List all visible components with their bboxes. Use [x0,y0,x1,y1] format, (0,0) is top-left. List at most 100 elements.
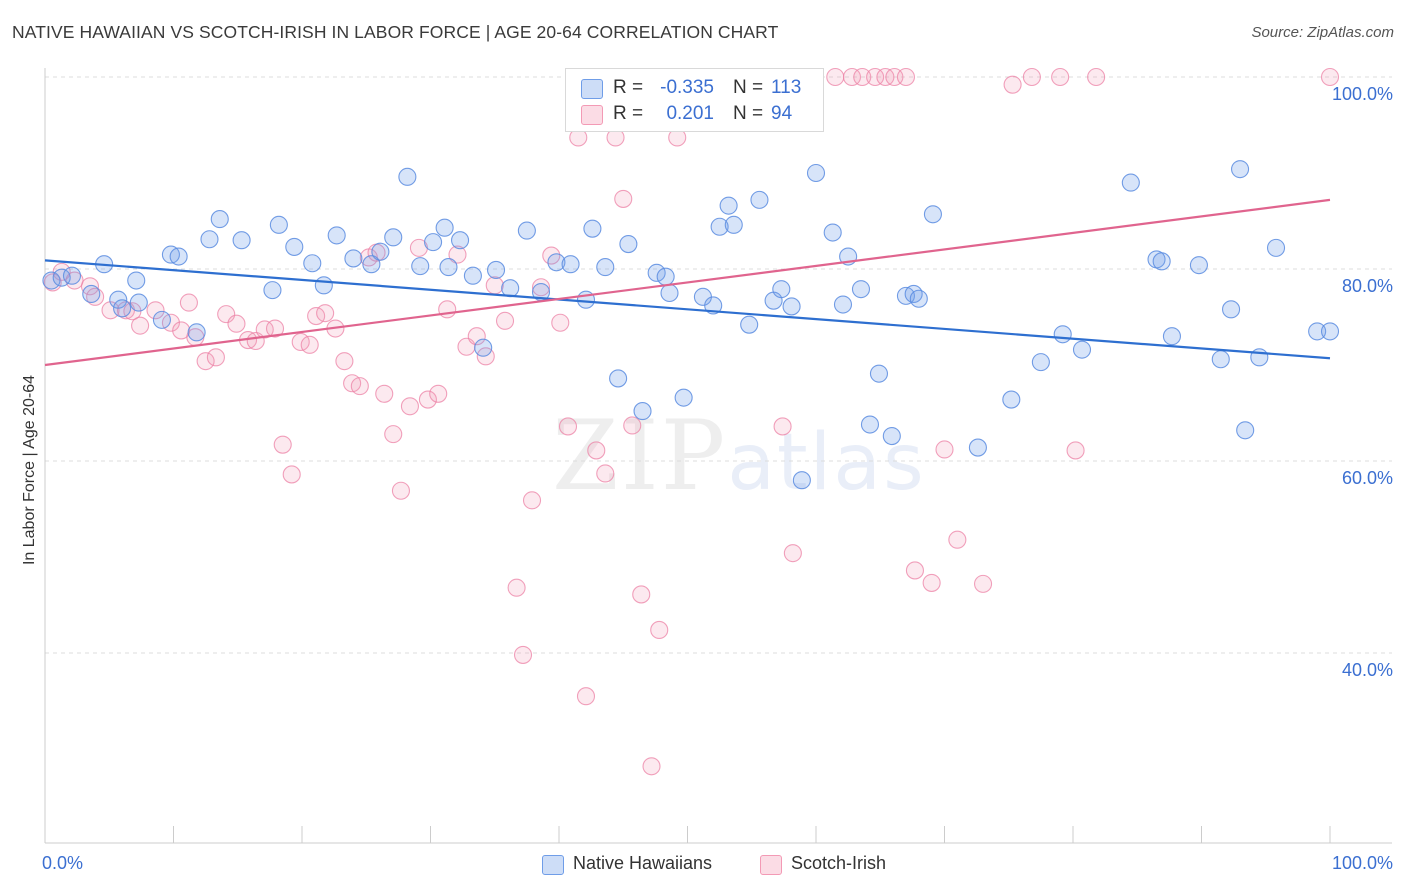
data-point [1072,340,1092,359]
data-point [935,440,954,459]
r-label: R = [613,103,644,124]
data-point [1308,322,1327,341]
stats-legend-row-blue: R = -0.335 N = 113 [566,76,823,102]
data-point [1152,252,1171,271]
data-point [1266,238,1286,257]
stats-legend-row-pink: R = 0.201 N = 94 [566,102,823,128]
data-point [335,352,354,371]
data-point [196,352,215,371]
data-point [1236,421,1255,440]
data-point [435,218,454,237]
data-point [314,276,333,295]
data-point [501,279,520,298]
data-point [179,293,198,312]
data-point [282,465,301,484]
data-point [792,471,811,490]
data-point [619,234,638,254]
y-tick-label: 80.0% [1341,276,1393,296]
data-point [973,574,993,593]
data-point [656,267,675,286]
data-point [474,338,493,357]
data-point [517,221,536,240]
data-point [1121,173,1140,192]
data-point [922,573,941,592]
data-point [424,233,443,252]
data-point [439,258,458,277]
data-point [438,300,457,319]
data-point [869,364,889,383]
n-label: N = [733,77,764,98]
data-point [948,530,967,549]
source-label: Source: ZipAtlas.com [1251,24,1394,41]
data-point [350,377,369,396]
data-point [485,276,504,295]
watermark-atlas: atlas [727,418,926,508]
n-label: N = [733,103,764,124]
data-point [187,323,206,342]
data-point [451,231,470,250]
data-point [853,67,872,87]
r-value: 0.201 [666,103,714,124]
data-point [842,67,862,87]
data-point [783,544,802,563]
legend-label: Scotch-Irish [791,853,887,873]
data-point [583,219,602,238]
data-point [1162,327,1181,346]
n-value: 94 [771,103,793,124]
data-point [109,290,128,309]
data-point [82,284,101,304]
data-point [265,319,285,338]
data-point [609,369,628,388]
data-point [42,271,61,290]
data-point [129,293,148,312]
data-point [391,481,410,500]
data-point [660,283,679,303]
y-tick-label: 100.0% [1331,84,1393,104]
data-point [558,417,578,436]
data-point [384,228,403,247]
data-point [161,245,180,264]
data-point [1053,325,1072,344]
data-point [1087,67,1106,87]
data-point [860,415,880,434]
data-point [750,190,769,209]
data-point [909,289,928,308]
data-point [300,335,319,354]
data-point [1003,75,1022,94]
data-point [1066,441,1085,460]
data-point [1022,67,1041,87]
data-point [227,314,246,333]
data-point [719,196,738,215]
data-point [782,297,801,316]
data-point [80,277,100,296]
data-point [1031,353,1050,372]
data-point [826,67,845,87]
data-point [1189,256,1208,275]
data-point [547,253,566,272]
data-point [633,402,652,421]
data-point [551,313,570,332]
data-point [206,348,225,367]
data-point [316,304,335,323]
y-tick-label: 40.0% [1341,660,1393,680]
data-point [710,217,729,236]
data-point [896,67,916,87]
data-point [200,230,219,249]
data-point [232,231,251,250]
data-point [303,254,322,273]
n-value: 113 [771,77,802,98]
data-point [632,585,651,604]
data-point [429,384,448,403]
data-point [269,215,288,234]
data-point [576,687,596,706]
data-point [596,258,615,277]
data-point [362,255,381,274]
blue-swatch-icon [542,855,564,875]
data-point [285,237,304,256]
data-point [772,280,791,299]
data-point [596,464,615,483]
data-point [1211,350,1230,369]
data-point [806,163,826,183]
data-point [384,425,403,444]
data-point [398,167,417,186]
